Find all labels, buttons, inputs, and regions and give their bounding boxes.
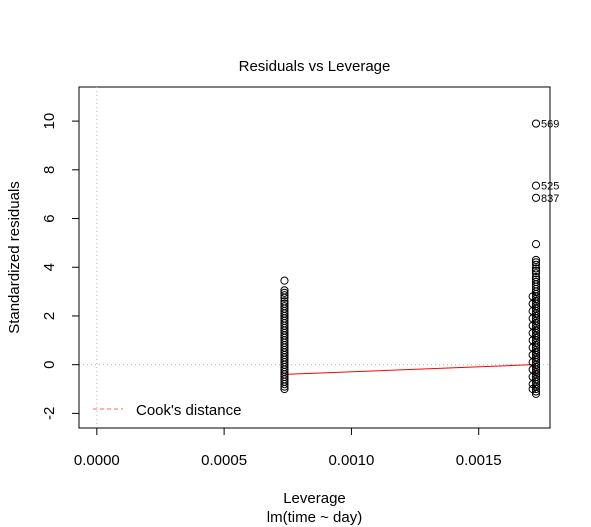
plot-frame bbox=[78, 86, 551, 429]
x-tick-label: 0.0010 bbox=[328, 452, 374, 469]
data-point bbox=[280, 384, 289, 394]
x-axis: 0.0000 0.0005 0.0010 0.0015 bbox=[74, 427, 502, 469]
x-tick-label: 0.0005 bbox=[201, 452, 247, 469]
y-tick-label: 6 bbox=[41, 214, 58, 222]
reference-lines bbox=[79, 87, 550, 428]
data-point bbox=[280, 293, 289, 302]
outlier-point-569 bbox=[531, 119, 541, 128]
x-tick-label: 0.0000 bbox=[74, 452, 120, 469]
data-point bbox=[531, 260, 541, 269]
x-axis-sublabel: lm(time ~ day) bbox=[267, 509, 362, 526]
y-tick-label: 4 bbox=[41, 263, 58, 271]
x-axis-label: Leverage bbox=[283, 490, 346, 507]
smoother-line bbox=[284, 364, 538, 378]
y-tick-label: 0 bbox=[41, 360, 58, 368]
point-label-569: 569 bbox=[541, 119, 559, 131]
y-axis-label: Standardized residuals bbox=[6, 181, 23, 334]
data-point bbox=[280, 380, 289, 389]
data-point bbox=[280, 276, 289, 285]
y-tick-label: 8 bbox=[41, 166, 58, 174]
data-point bbox=[280, 382, 289, 391]
y-tick-label: 10 bbox=[41, 113, 58, 130]
x-tick-label: 0.0015 bbox=[456, 452, 502, 469]
data-point bbox=[531, 264, 541, 273]
data-point bbox=[531, 269, 541, 278]
data-point bbox=[531, 255, 541, 265]
y-tick-label: 2 bbox=[41, 312, 58, 320]
data-point bbox=[531, 240, 541, 249]
data-point bbox=[528, 380, 537, 389]
point-label-837: 837 bbox=[541, 193, 559, 205]
y-axis: -2 0 2 4 6 8 10 bbox=[41, 113, 80, 420]
outlier-point-525 bbox=[531, 181, 541, 190]
legend-cooks-distance-label: Cook's distance bbox=[136, 402, 241, 419]
data-point bbox=[531, 258, 541, 267]
y-tick-label: -2 bbox=[41, 407, 58, 420]
legend: Cook's distance bbox=[93, 402, 241, 419]
data-point bbox=[280, 288, 289, 297]
chart-title: Residuals vs Leverage bbox=[239, 58, 391, 75]
data-point bbox=[528, 384, 537, 394]
points-layer bbox=[280, 119, 541, 398]
data-point bbox=[531, 266, 541, 275]
smoother-layer bbox=[284, 364, 538, 378]
data-point bbox=[280, 291, 289, 300]
point-label-525: 525 bbox=[541, 181, 559, 193]
outlier-point-837 bbox=[531, 193, 541, 202]
